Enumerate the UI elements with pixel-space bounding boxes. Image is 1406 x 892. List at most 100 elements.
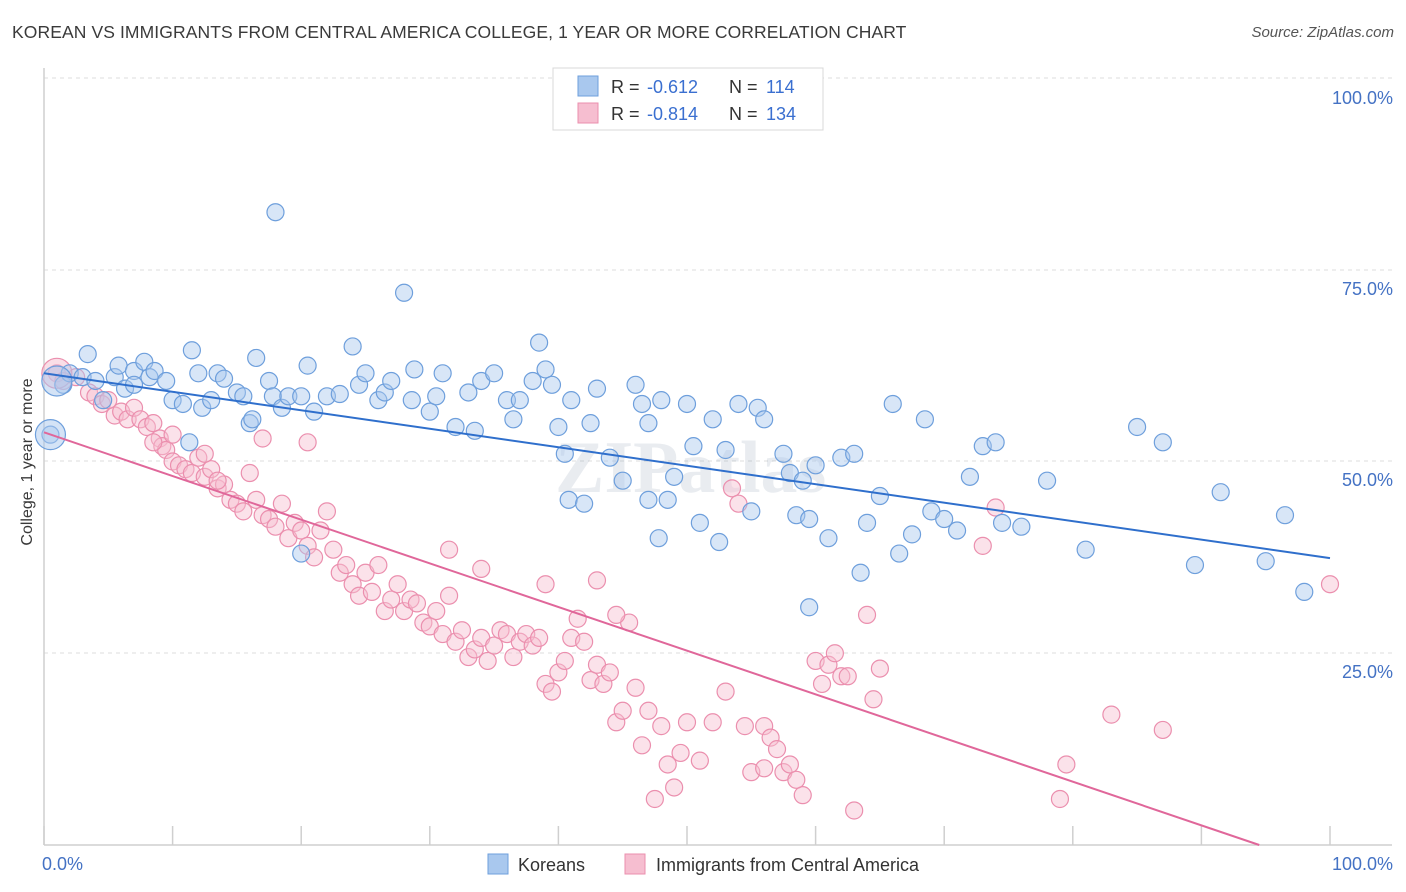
x-tick-100: 100.0% bbox=[1332, 854, 1393, 874]
koreans-point bbox=[145, 361, 164, 381]
koreans-point bbox=[1012, 517, 1031, 536]
koreans-point bbox=[485, 364, 504, 383]
koreans-point bbox=[420, 402, 439, 421]
immigrants-point bbox=[690, 751, 709, 770]
koreans-point bbox=[742, 502, 761, 521]
immigrants-point bbox=[240, 463, 259, 483]
immigrants-point bbox=[343, 575, 362, 594]
koreans-trendline bbox=[43, 372, 1331, 560]
immigrants-point bbox=[613, 701, 632, 720]
immigrants-point bbox=[864, 690, 883, 709]
y-tick-25: 25.0% bbox=[1342, 662, 1393, 682]
koreans-point bbox=[343, 337, 362, 356]
koreans-point bbox=[652, 391, 671, 410]
immigrants-point bbox=[530, 628, 549, 648]
koreans-point bbox=[279, 387, 298, 406]
immigrants-point bbox=[369, 555, 388, 575]
immigrants-point bbox=[716, 682, 735, 701]
correlation-legend: R = -0.612 N = 114 R = -0.814 N = 134 bbox=[552, 67, 824, 131]
koreans-point bbox=[639, 490, 658, 509]
koreans-point bbox=[632, 394, 652, 414]
koreans-point bbox=[992, 513, 1012, 532]
immigrants-point bbox=[793, 786, 812, 805]
immigrants-point bbox=[266, 517, 285, 536]
koreans-point bbox=[105, 368, 124, 387]
immigrants-point bbox=[755, 759, 774, 778]
koreans-point bbox=[857, 513, 877, 532]
koreans-point bbox=[1295, 582, 1314, 601]
koreans-point bbox=[960, 467, 980, 486]
koreans-point bbox=[1211, 483, 1230, 502]
immigrants-point bbox=[337, 555, 356, 575]
koreans-point bbox=[266, 203, 285, 222]
legend-r-value-2: -0.814 bbox=[647, 104, 698, 124]
immigrants-point bbox=[555, 651, 574, 671]
koreans-point bbox=[613, 471, 632, 490]
koreans-point bbox=[173, 394, 192, 414]
bottom-legend-swatch-immigrants bbox=[624, 853, 646, 875]
chart-title: KOREAN VS IMMIGRANTS FROM CENTRAL AMERIC… bbox=[12, 22, 907, 42]
koreans-point-large bbox=[41, 365, 73, 397]
immigrants-point bbox=[272, 494, 292, 513]
legend-r-value-1: -0.612 bbox=[647, 77, 698, 97]
immigrants-point bbox=[703, 713, 722, 732]
koreans-point bbox=[710, 532, 729, 552]
koreans-point bbox=[890, 544, 909, 563]
koreans-point bbox=[1153, 433, 1172, 452]
koreans-point bbox=[542, 375, 562, 394]
koreans-point bbox=[402, 391, 421, 410]
koreans-point bbox=[774, 444, 793, 463]
immigrants-point bbox=[838, 667, 857, 686]
immigrants-point bbox=[819, 655, 838, 674]
koreans-point bbox=[935, 509, 954, 529]
legend-r-label-1: R = bbox=[611, 77, 640, 97]
immigrants-point bbox=[832, 667, 851, 686]
immigrants-point bbox=[857, 605, 877, 625]
koreans-point bbox=[530, 333, 549, 352]
koreans-point bbox=[729, 394, 748, 414]
immigrants-point bbox=[485, 636, 504, 655]
immigrants-point bbox=[575, 632, 594, 651]
koreans-point bbox=[600, 448, 619, 467]
immigrants-point bbox=[722, 479, 742, 498]
immigrants-point bbox=[652, 717, 671, 736]
immigrants-point bbox=[600, 663, 619, 682]
immigrants-point bbox=[658, 755, 677, 774]
immigrants-point bbox=[671, 743, 690, 763]
koreans-point bbox=[94, 391, 113, 410]
immigrants-point bbox=[845, 801, 864, 820]
koreans-point bbox=[1037, 471, 1057, 490]
koreans-point bbox=[626, 375, 645, 394]
immigrants-point bbox=[632, 736, 652, 755]
koreans-point bbox=[870, 486, 890, 506]
koreans-point bbox=[915, 410, 935, 429]
immigrants-point bbox=[118, 410, 137, 429]
immigrants-point bbox=[298, 433, 317, 452]
bottom-legend-swatch-koreans bbox=[487, 853, 509, 875]
immigrants-point bbox=[504, 647, 523, 667]
koreans-point bbox=[214, 369, 234, 388]
legend-n-value-1: 114 bbox=[766, 77, 795, 97]
legend-r-label-2: R = bbox=[611, 104, 640, 124]
koreans-point bbox=[1275, 506, 1295, 525]
legend-n-label-2: N = bbox=[729, 104, 758, 124]
koreans-point bbox=[819, 529, 838, 548]
koreans-point bbox=[748, 398, 767, 417]
immigrants-point bbox=[780, 755, 799, 774]
immigrants-point bbox=[375, 601, 394, 621]
koreans-point bbox=[375, 383, 394, 402]
immigrants-point bbox=[1153, 720, 1172, 740]
immigrants-point bbox=[549, 663, 568, 682]
immigrants-point bbox=[542, 682, 562, 701]
koreans-point bbox=[427, 387, 446, 406]
koreans-point bbox=[382, 371, 401, 391]
koreans-point bbox=[510, 391, 529, 410]
immigrants-point bbox=[639, 701, 658, 720]
immigrants-point bbox=[247, 490, 266, 509]
koreans-point bbox=[356, 364, 375, 383]
immigrants-point bbox=[607, 713, 626, 732]
koreans-point bbox=[549, 417, 568, 437]
koreans-point bbox=[639, 414, 658, 433]
koreans-point bbox=[581, 414, 600, 433]
y-axis-label: College, 1 year or more bbox=[19, 378, 36, 545]
